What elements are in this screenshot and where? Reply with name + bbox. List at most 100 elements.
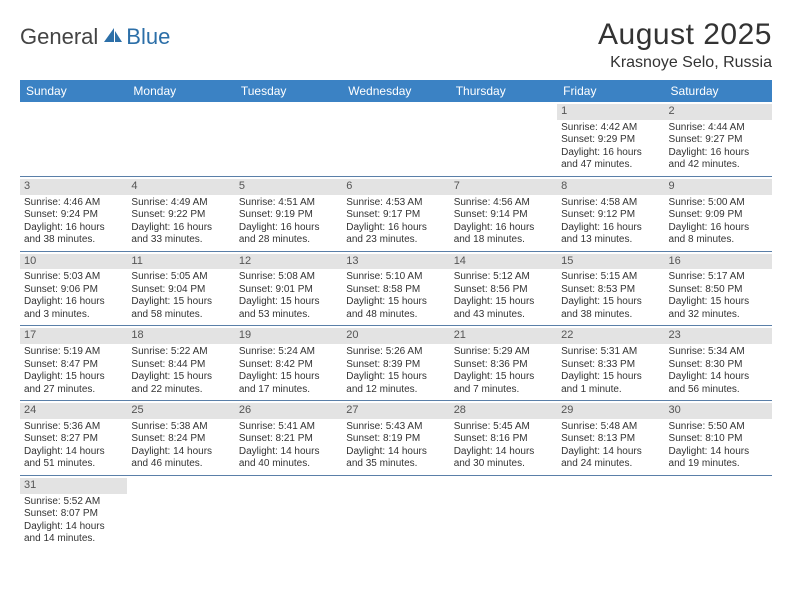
sunrise-line: Sunrise: 5:00 AM [669,197,768,210]
sunrise-line: Sunrise: 5:41 AM [239,421,338,434]
day-number: 8 [557,179,664,195]
day-number: 5 [235,179,342,195]
day-number: 7 [450,179,557,195]
day-number: 27 [342,403,449,419]
day-number: 14 [450,254,557,270]
sunset-line: Sunset: 9:14 PM [454,209,553,222]
weekday-header: Wednesday [342,80,449,102]
daylight-line: Daylight: 14 hours [239,446,338,459]
sunrise-line: Sunrise: 5:08 AM [239,271,338,284]
daylight-line: Daylight: 16 hours [239,222,338,235]
calendar-cell: 27Sunrise: 5:43 AMSunset: 8:19 PMDayligh… [342,401,449,476]
daylight-line: Daylight: 15 hours [239,296,338,309]
daylight-line: Daylight: 15 hours [131,296,230,309]
daylight-line: and 17 minutes. [239,384,338,397]
day-number: 16 [665,254,772,270]
sunset-line: Sunset: 8:07 PM [24,508,123,521]
daylight-line: and 38 minutes. [561,309,660,322]
sunrise-line: Sunrise: 4:46 AM [24,197,123,210]
day-number: 31 [20,478,127,494]
calendar-cell [20,102,127,176]
title-block: August 2025 Krasnoye Selo, Russia [598,18,772,72]
daylight-line: Daylight: 15 hours [346,371,445,384]
day-number: 15 [557,254,664,270]
header: General Blue August 2025 Krasnoye Selo, … [20,18,772,72]
sunset-line: Sunset: 9:06 PM [24,284,123,297]
calendar-cell [127,475,234,549]
sunrise-line: Sunrise: 5:29 AM [454,346,553,359]
sunset-line: Sunset: 9:01 PM [239,284,338,297]
calendar-cell: 18Sunrise: 5:22 AMSunset: 8:44 PMDayligh… [127,326,234,401]
day-number: 12 [235,254,342,270]
daylight-line: and 24 minutes. [561,458,660,471]
daylight-line: and 38 minutes. [24,234,123,247]
daylight-line: Daylight: 16 hours [561,222,660,235]
daylight-line: Daylight: 15 hours [131,371,230,384]
daylight-line: and 46 minutes. [131,458,230,471]
daylight-line: and 18 minutes. [454,234,553,247]
day-number: 23 [665,328,772,344]
daylight-line: and 14 minutes. [24,533,123,546]
sunrise-line: Sunrise: 4:53 AM [346,197,445,210]
sunrise-line: Sunrise: 4:58 AM [561,197,660,210]
sunset-line: Sunset: 8:33 PM [561,359,660,372]
calendar-cell: 2Sunrise: 4:44 AMSunset: 9:27 PMDaylight… [665,102,772,176]
daylight-line: and 8 minutes. [669,234,768,247]
calendar-cell [450,475,557,549]
sunset-line: Sunset: 9:19 PM [239,209,338,222]
daylight-line: and 53 minutes. [239,309,338,322]
weekday-header: Thursday [450,80,557,102]
calendar-page: General Blue August 2025 Krasnoye Selo, … [0,0,792,550]
sunset-line: Sunset: 8:44 PM [131,359,230,372]
day-number: 29 [557,403,664,419]
sunset-line: Sunset: 8:24 PM [131,433,230,446]
daylight-line: and 47 minutes. [561,159,660,172]
sunset-line: Sunset: 9:04 PM [131,284,230,297]
daylight-line: Daylight: 14 hours [669,371,768,384]
sunset-line: Sunset: 8:27 PM [24,433,123,446]
calendar-cell [127,102,234,176]
day-number: 13 [342,254,449,270]
daylight-line: Daylight: 14 hours [454,446,553,459]
calendar-cell [557,475,664,549]
calendar-cell: 9Sunrise: 5:00 AMSunset: 9:09 PMDaylight… [665,176,772,251]
daylight-line: and 48 minutes. [346,309,445,322]
sunset-line: Sunset: 8:42 PM [239,359,338,372]
calendar-week-row: 17Sunrise: 5:19 AMSunset: 8:47 PMDayligh… [20,326,772,401]
calendar-cell: 24Sunrise: 5:36 AMSunset: 8:27 PMDayligh… [20,401,127,476]
day-number: 19 [235,328,342,344]
sunset-line: Sunset: 9:17 PM [346,209,445,222]
sunset-line: Sunset: 9:22 PM [131,209,230,222]
calendar-cell: 29Sunrise: 5:48 AMSunset: 8:13 PMDayligh… [557,401,664,476]
calendar-cell: 13Sunrise: 5:10 AMSunset: 8:58 PMDayligh… [342,251,449,326]
daylight-line: Daylight: 16 hours [561,147,660,160]
daylight-line: Daylight: 15 hours [346,296,445,309]
sunset-line: Sunset: 8:21 PM [239,433,338,446]
weekday-header: Monday [127,80,234,102]
calendar-cell: 7Sunrise: 4:56 AMSunset: 9:14 PMDaylight… [450,176,557,251]
daylight-line: Daylight: 15 hours [669,296,768,309]
calendar-cell: 5Sunrise: 4:51 AMSunset: 9:19 PMDaylight… [235,176,342,251]
sunrise-line: Sunrise: 4:44 AM [669,122,768,135]
day-number: 9 [665,179,772,195]
sunset-line: Sunset: 8:39 PM [346,359,445,372]
calendar-cell: 10Sunrise: 5:03 AMSunset: 9:06 PMDayligh… [20,251,127,326]
sunset-line: Sunset: 8:36 PM [454,359,553,372]
calendar-week-row: 24Sunrise: 5:36 AMSunset: 8:27 PMDayligh… [20,401,772,476]
daylight-line: Daylight: 16 hours [24,296,123,309]
daylight-line: and 28 minutes. [239,234,338,247]
calendar-cell: 19Sunrise: 5:24 AMSunset: 8:42 PMDayligh… [235,326,342,401]
calendar-cell: 30Sunrise: 5:50 AMSunset: 8:10 PMDayligh… [665,401,772,476]
daylight-line: and 35 minutes. [346,458,445,471]
day-number: 18 [127,328,234,344]
daylight-line: and 7 minutes. [454,384,553,397]
sunrise-line: Sunrise: 5:17 AM [669,271,768,284]
sunset-line: Sunset: 9:29 PM [561,134,660,147]
calendar-cell: 12Sunrise: 5:08 AMSunset: 9:01 PMDayligh… [235,251,342,326]
daylight-line: and 56 minutes. [669,384,768,397]
sunrise-line: Sunrise: 5:26 AM [346,346,445,359]
sunrise-line: Sunrise: 5:34 AM [669,346,768,359]
day-number: 21 [450,328,557,344]
calendar-cell: 25Sunrise: 5:38 AMSunset: 8:24 PMDayligh… [127,401,234,476]
calendar-cell: 3Sunrise: 4:46 AMSunset: 9:24 PMDaylight… [20,176,127,251]
